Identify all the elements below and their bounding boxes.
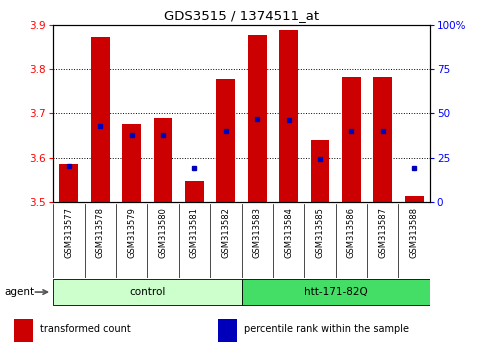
Text: transformed count: transformed count <box>41 324 131 334</box>
Text: GSM313586: GSM313586 <box>347 207 356 258</box>
Bar <box>91 37 110 202</box>
Text: GSM313585: GSM313585 <box>315 207 325 258</box>
Text: GSM313583: GSM313583 <box>253 207 262 258</box>
Text: GSM313582: GSM313582 <box>221 207 230 258</box>
Text: control: control <box>129 287 166 297</box>
Text: GSM313587: GSM313587 <box>378 207 387 258</box>
Bar <box>14 319 33 342</box>
Bar <box>154 118 172 202</box>
Text: GSM313588: GSM313588 <box>410 207 419 258</box>
Bar <box>373 77 392 202</box>
Bar <box>248 34 267 202</box>
Bar <box>122 124 141 202</box>
Text: GSM313578: GSM313578 <box>96 207 105 258</box>
Bar <box>279 30 298 202</box>
Bar <box>216 79 235 202</box>
FancyBboxPatch shape <box>53 279 242 305</box>
Text: htt-171-82Q: htt-171-82Q <box>304 287 368 297</box>
Bar <box>405 196 424 202</box>
FancyBboxPatch shape <box>242 279 430 305</box>
Text: GDS3515 / 1374511_at: GDS3515 / 1374511_at <box>164 9 319 22</box>
Text: GSM313579: GSM313579 <box>127 207 136 258</box>
Bar <box>311 140 329 202</box>
Bar <box>218 319 237 342</box>
Text: GSM313580: GSM313580 <box>158 207 168 258</box>
Bar <box>185 181 204 202</box>
Text: GSM313577: GSM313577 <box>64 207 73 258</box>
Bar <box>59 164 78 202</box>
Text: percentile rank within the sample: percentile rank within the sample <box>244 324 409 334</box>
Bar <box>342 77 361 202</box>
Text: GSM313584: GSM313584 <box>284 207 293 258</box>
Text: agent: agent <box>5 287 35 297</box>
Text: GSM313581: GSM313581 <box>190 207 199 258</box>
